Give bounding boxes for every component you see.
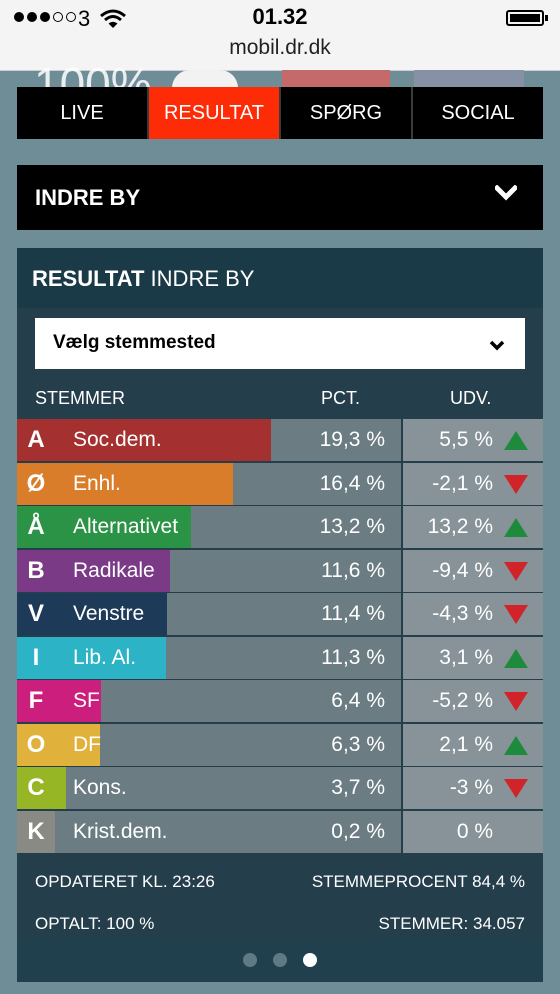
party-percent: 11,4 % [321, 602, 385, 625]
party-name: SF [73, 689, 100, 712]
chevron-down-icon [489, 338, 505, 356]
party-letter: Ø [17, 462, 55, 505]
party-name: Alternativet [73, 515, 179, 538]
result-row: K Krist.dem. 0,2 % 0 % [17, 810, 543, 854]
trend-up-icon [504, 518, 528, 537]
updated-time: OPDATERET KL. 23:26 [35, 872, 215, 891]
party-name: Lib. Al. [73, 645, 137, 669]
trend-up-icon [504, 431, 528, 450]
tab-resultat[interactable]: RESULTAT [149, 87, 281, 139]
result-row: Ø Enhl. 16,4 % -2,1 % [17, 462, 543, 506]
party-change: -4,3 % [432, 602, 493, 625]
column-header-votes: STEMMER [35, 388, 125, 408]
trend-down-icon [504, 474, 528, 494]
party-name: Venstre [73, 602, 145, 625]
party-percent: 6,4 % [331, 689, 385, 712]
party-letter: O [17, 723, 55, 766]
party-name: Radikale [73, 558, 155, 582]
result-row: V Venstre 11,4 % -4,3 % [17, 592, 543, 636]
trend-up-icon [504, 735, 528, 755]
result-row: B Radikale 11,6 % -9,4 % [17, 549, 543, 593]
polling-station-select[interactable]: Vælg stemmested [35, 318, 525, 369]
party-change: -2,1 % [432, 471, 493, 495]
vote-share-bar [17, 419, 271, 461]
result-row: C Kons. 3,7 % -3 % [17, 766, 543, 810]
select-label: Vælg stemmested [53, 332, 216, 353]
party-change: 0 % [456, 819, 493, 843]
party-percent: 11,6 % [321, 558, 385, 582]
result-row: F SF 6,4 % -5,2 % [17, 679, 543, 723]
district-dropdown[interactable]: INDRE BY [17, 165, 543, 230]
chevron-down-icon [493, 184, 519, 206]
party-change: -9,4 % [432, 558, 493, 582]
column-header-pct: PCT. [321, 388, 361, 408]
result-row: O DF 6,3 % 2,1 % [17, 723, 543, 767]
party-name: Kons. [73, 776, 127, 799]
party-letter: I [17, 636, 55, 679]
party-percent: 6,3 % [331, 732, 385, 756]
party-letter: A [17, 419, 55, 461]
column-header-change: UDV. [450, 388, 492, 408]
party-change: 13,2 % [427, 515, 493, 538]
trend-down-icon [504, 605, 528, 624]
panel-title: RESULTAT INDRE BY [32, 266, 255, 291]
party-percent: 11,3 % [321, 645, 385, 669]
page-dot[interactable] [303, 953, 317, 967]
party-percent: 3,7 % [331, 776, 385, 799]
party-name: DF [73, 732, 101, 756]
party-percent: 0,2 % [331, 819, 385, 843]
party-letter: B [17, 549, 55, 592]
trend-up-icon [504, 648, 528, 668]
party-change: 5,5 % [439, 428, 493, 451]
carrier-label: 3 [78, 6, 91, 31]
total-votes: STEMMER: 34.057 [378, 914, 525, 933]
url-bar[interactable]: mobil.dr.dk [229, 36, 331, 59]
page-dot[interactable] [273, 953, 287, 967]
background-block-red [282, 70, 390, 88]
tab-bar: LIVE RESULTAT SPØRG SOCIAL [17, 87, 543, 139]
background-block-blue [414, 70, 524, 88]
party-name: Soc.dem. [73, 428, 162, 451]
background-percent-text: 100% [34, 58, 152, 88]
party-percent: 19,3 % [319, 428, 385, 451]
party-letter: F [17, 680, 55, 722]
party-name: Krist.dem. [73, 819, 168, 843]
party-letter: V [17, 593, 55, 635]
tab-spoerg[interactable]: SPØRG [281, 87, 413, 139]
trend-down-icon [504, 561, 528, 581]
tab-live[interactable]: LIVE [17, 87, 149, 139]
signal-strength-icon [14, 12, 76, 22]
party-letter: Å [17, 506, 55, 548]
page-indicator[interactable] [17, 938, 543, 982]
tab-social[interactable]: SOCIAL [413, 87, 543, 139]
wifi-icon [100, 9, 126, 34]
party-percent: 16,4 % [319, 471, 385, 495]
trend-down-icon [504, 779, 528, 798]
party-percent: 13,2 % [319, 515, 385, 538]
clock: 01.32 [252, 4, 308, 29]
party-change: -5,2 % [432, 689, 493, 712]
party-letter: C [17, 767, 55, 809]
results-list: A Soc.dem. 19,3 % 5,5 % Ø Enhl. 16,4 % -2,1 % Å A… [17, 418, 543, 853]
background-circle [172, 70, 238, 88]
battery-icon [506, 10, 544, 26]
panel-header: RESULTAT INDRE BY [17, 248, 543, 308]
party-letter: K [17, 810, 55, 853]
result-row: I Lib. Al. 11,3 % 3,1 % [17, 636, 543, 680]
party-name: Enhl. [73, 471, 121, 495]
turnout: STEMMEPROCENT 84,4 % [311, 872, 525, 891]
district-title: INDRE BY [35, 185, 141, 210]
party-change: -3 % [449, 776, 493, 799]
result-row: A Soc.dem. 19,3 % 5,5 % [17, 418, 543, 462]
result-panel: RESULTAT INDRE BY Vælg stemmested STEMME… [17, 248, 543, 982]
page-dot[interactable] [243, 953, 257, 967]
party-change: 3,1 % [439, 645, 493, 669]
result-row: Å Alternativet 13,2 % 13,2 % [17, 505, 543, 549]
counted-status: OPTALT: 100 % [35, 914, 155, 933]
trend-down-icon [504, 692, 528, 711]
status-bar: 3 01.32 mobil.dr.dk [0, 0, 560, 71]
party-change: 2,1 % [439, 732, 493, 756]
